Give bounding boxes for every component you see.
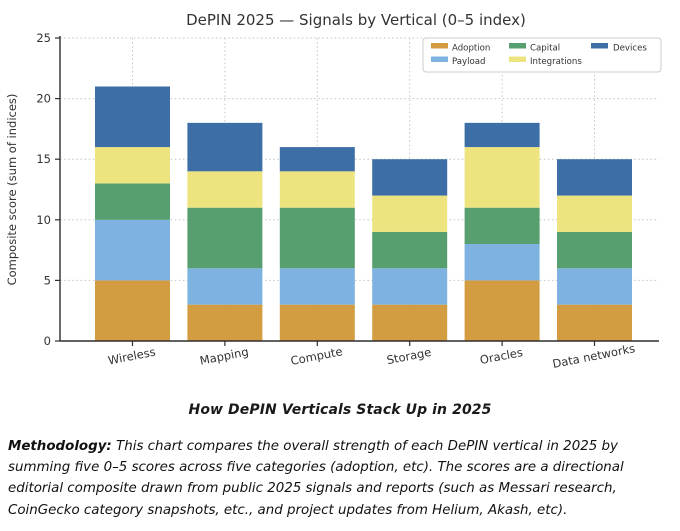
svg-text:Storage: Storage [386,345,433,367]
bar-segment [187,268,263,305]
svg-text:25: 25 [36,31,51,45]
svg-text:Oracles: Oracles [479,345,524,367]
series-adoption [95,280,632,341]
bar-segment [557,159,632,196]
bar-segment [372,231,448,269]
y-tick-labels: 0 5 10 15 20 25 [36,31,51,348]
bar-segment [279,304,355,341]
bar-segment [187,304,263,341]
legend-label-payload: Payload [452,57,486,67]
bar-segment [464,207,540,245]
bar-segment [557,195,632,232]
series-integrations [95,147,632,232]
bar-segment [95,280,170,341]
bar-segment [279,268,355,305]
svg-text:Compute: Compute [289,344,343,368]
bar-segment [279,207,355,269]
legend-swatch-capital [509,43,526,49]
svg-text:0: 0 [44,334,51,348]
legend-label-capital: Capital [530,44,560,54]
bar-segment [95,86,170,148]
bar-segment [557,268,632,305]
svg-text:10: 10 [36,213,51,227]
methodology-text: This chart compares the overall strength… [8,439,624,518]
bar-segment [557,304,632,341]
series-devices [95,86,632,196]
bar-segment [372,195,448,232]
bar-segment [279,147,355,172]
legend-swatch-payload [431,56,448,62]
bar-segment [557,231,632,269]
bar-segment [279,171,355,208]
bar-segment [464,147,540,208]
x-tick-labels: Wireless Mapping Compute Storage Oracles Data… [107,341,636,371]
bar-segment [372,159,448,196]
methodology-paragraph: Methodology: This chart compares the ove… [8,436,672,521]
bar-segment [187,207,263,269]
bar-segment [95,183,170,220]
svg-text:Data networks: Data networks [551,341,636,371]
legend-label-devices: Devices [613,44,647,54]
bar-segment [187,122,263,172]
svg-text:20: 20 [36,92,51,106]
methodology-label: Methodology: [8,439,112,454]
svg-text:5: 5 [44,273,51,287]
y-axis-label: Composite score (sum of indices) [5,94,19,286]
series-capital [95,183,632,269]
bar-segment [372,268,448,305]
bars [95,86,632,341]
legend-swatch-adoption [431,43,448,49]
bar-segment [372,304,448,341]
bar-segment [464,244,540,281]
bar-segment [464,280,540,341]
chart-title: DePIN 2025 — Signals by Vertical (0–5 in… [186,11,526,29]
bar-segment [464,122,540,148]
stacked-bar-chart: DePIN 2025 — Signals by Vertical (0–5 in… [5,11,662,371]
legend: Adoption Payload Capital Integrations Device… [422,37,662,73]
legend-swatch-devices [591,43,608,49]
svg-text:15: 15 [36,152,51,166]
legend-swatch-integrations [509,56,526,62]
bar-segment [187,171,263,208]
svg-text:Wireless: Wireless [107,345,157,368]
chart-caption: How DePIN Verticals Stack Up in 2025 [188,402,492,418]
legend-label-integrations: Integrations [530,57,582,67]
axes [55,36,659,346]
bar-segment [95,219,170,281]
bar-segment [95,147,170,184]
svg-text:Mapping: Mapping [199,344,250,367]
legend-label-adoption: Adoption [452,44,490,54]
series-payload [95,219,632,305]
